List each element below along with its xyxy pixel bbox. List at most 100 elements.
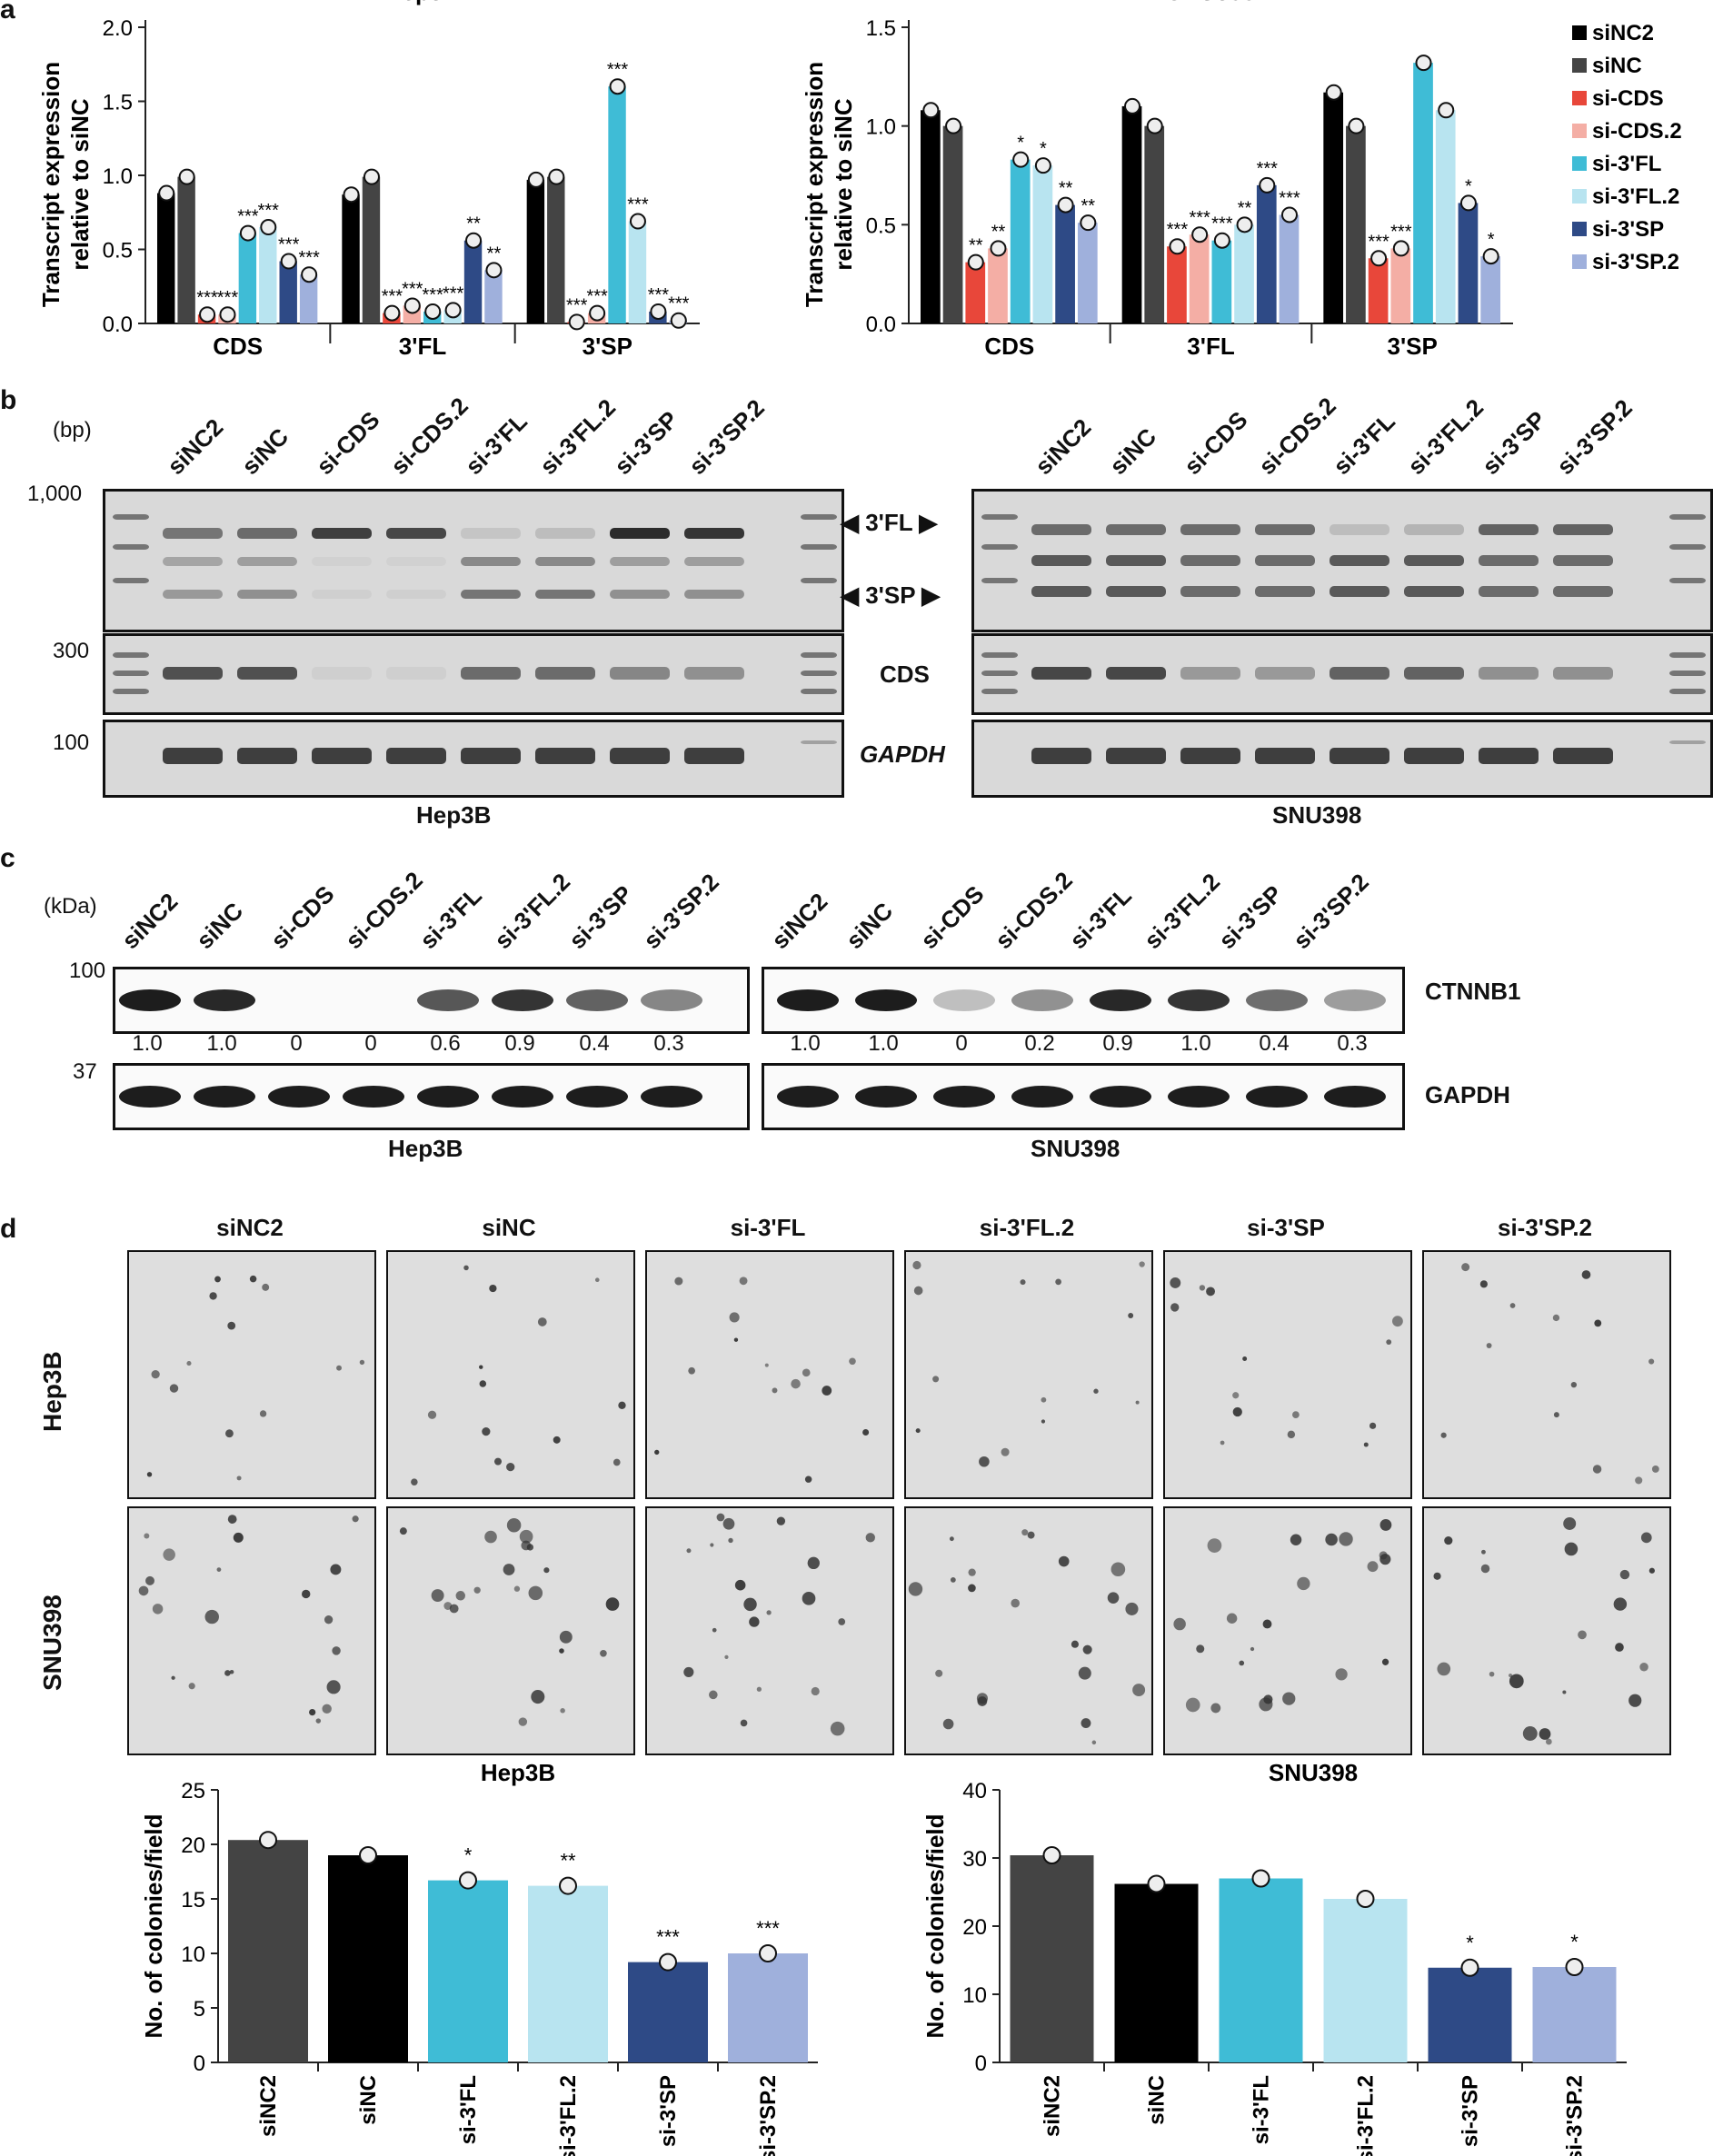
colony: [915, 1428, 921, 1434]
bar: [484, 270, 503, 323]
colony: [1071, 1640, 1080, 1648]
gel-band: [1180, 586, 1240, 597]
y-tick-label: 1.0: [866, 115, 896, 140]
legend-label: si-3'FL.2: [1592, 184, 1679, 209]
gel-band: [1031, 586, 1091, 597]
gel-band: [1255, 586, 1315, 597]
colony: [309, 1708, 316, 1716]
colony: [1481, 1549, 1486, 1555]
legend-swatch: [1572, 189, 1587, 204]
lane-label: si-CDS: [311, 405, 385, 481]
micrograph: [386, 1506, 635, 1755]
significance-stars: *: [464, 1844, 473, 1867]
data-point: [485, 262, 503, 279]
blot-band: [566, 1086, 628, 1108]
colony: [1262, 1619, 1272, 1629]
colony: [1539, 1728, 1551, 1740]
data-point: [945, 117, 962, 134]
colony: [326, 1680, 341, 1694]
colony: [1640, 1532, 1652, 1544]
colony: [1379, 1554, 1391, 1565]
bar: [1010, 159, 1031, 323]
colony: [249, 1275, 257, 1283]
colony: [949, 1536, 954, 1542]
gel-band: [1669, 544, 1706, 550]
bar: [988, 248, 1008, 323]
y-tick-label: 10: [962, 1983, 987, 2008]
colony: [1001, 1447, 1010, 1456]
bar: [463, 240, 483, 323]
chart-hep3b-expression: Hep3B Transcript expressionrelative to si…: [37, 0, 700, 360]
colony: [776, 1516, 786, 1525]
gel-band: [1553, 555, 1613, 566]
gel-b-hep3b-cds: [103, 633, 844, 715]
x-tick-label: siNC2: [1041, 2075, 1065, 2137]
gel-band: [1404, 667, 1464, 680]
blot-band: [119, 989, 181, 1011]
colony: [1648, 1358, 1655, 1365]
bar: [1428, 1967, 1512, 2062]
lane-label: si-3'FL: [1064, 881, 1137, 955]
gel-band: [386, 748, 446, 764]
blot-band: [1090, 1086, 1151, 1108]
colony: [724, 1654, 729, 1659]
quant-value: 0.4: [1259, 1031, 1290, 1056]
colony: [594, 1277, 600, 1283]
quant-value: 1.0: [132, 1031, 163, 1056]
lane-label: si-CDS: [1179, 405, 1253, 481]
bar: [1114, 1883, 1199, 2062]
category-label: 3'FL: [1187, 333, 1235, 360]
gel-band: [1404, 524, 1464, 535]
bar: [342, 194, 360, 323]
gel-band: [1330, 555, 1389, 566]
data-point: [1080, 214, 1097, 232]
colony: [1041, 1396, 1047, 1403]
significance-stars: ***: [382, 287, 403, 307]
significance-stars: ***: [656, 1926, 680, 1949]
colony: [463, 1265, 469, 1271]
colony: [399, 1527, 407, 1535]
micrograph: [1163, 1250, 1412, 1499]
colony: [913, 1286, 923, 1296]
colony: [449, 1604, 459, 1614]
data-point: [527, 171, 544, 188]
data-point: [670, 312, 687, 329]
quant-value: 0.2: [1024, 1031, 1055, 1056]
micrograph: [645, 1250, 894, 1499]
significance-stars: *: [1465, 176, 1472, 196]
data-point: [403, 297, 421, 314]
colony: [942, 1718, 954, 1730]
gel-band: [1255, 748, 1315, 764]
bar: [238, 233, 257, 323]
colony: [1139, 1261, 1145, 1267]
gel-band: [1106, 748, 1166, 764]
quant-value: 0.6: [430, 1031, 461, 1056]
colony: [315, 1718, 322, 1724]
y-tick-label: 0: [975, 2052, 987, 2076]
colony: [862, 1428, 870, 1436]
bar: [528, 1885, 608, 2062]
colony: [950, 1577, 956, 1583]
bar: [1167, 246, 1187, 323]
x-tick-label: siNC2: [256, 2075, 281, 2137]
colony: [709, 1690, 718, 1700]
quant-value: 0.9: [1102, 1031, 1133, 1056]
gel-band: [535, 528, 595, 539]
bar: [526, 179, 545, 323]
micrograph-column-label: siNC: [482, 1214, 536, 1241]
gel-band: [1669, 740, 1706, 744]
legend-label: si-CDS.2: [1592, 119, 1682, 144]
colony: [807, 1556, 820, 1570]
x-tick-label: si-3'SP: [656, 2075, 681, 2147]
gel-band: [312, 748, 372, 764]
colony: [186, 1361, 192, 1366]
data-point: [239, 224, 256, 242]
bar: [608, 86, 626, 323]
significance-stars: **: [1238, 198, 1252, 218]
gel-band: [237, 557, 297, 566]
significance-stars: **: [991, 222, 1006, 242]
data-point: [967, 253, 984, 271]
legend-swatch: [1572, 91, 1587, 105]
colony: [152, 1604, 164, 1615]
gel-band: [312, 557, 372, 566]
